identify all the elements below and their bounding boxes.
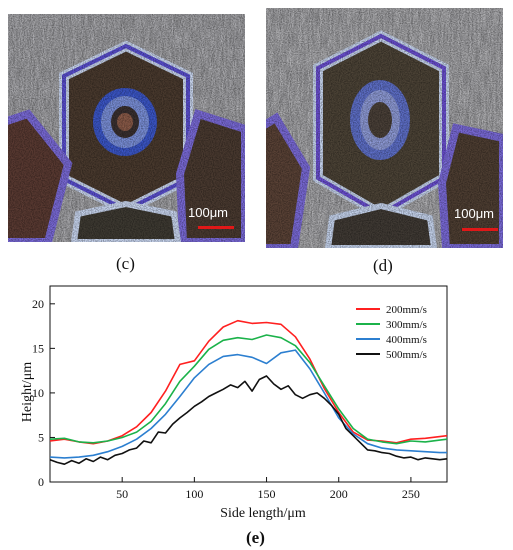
x-tick-label: 150 [258, 487, 276, 501]
y-tick-label: 10 [32, 386, 44, 400]
scale-bar-d [462, 228, 498, 231]
y-axis-label: Height/μm [20, 362, 35, 422]
x-axis-label: Side length/μm [220, 506, 306, 521]
series-line-200mms [49, 319, 448, 445]
chart-series [49, 319, 448, 465]
panel-label-d: (d) [373, 256, 393, 275]
legend-entry: 400mm/s [386, 334, 427, 346]
height-profile-chart: 50 100 150 200 250 0 5 10 15 20 200mm/s 300mm/s 400… [20, 285, 448, 521]
chart-axes: 50 100 150 200 250 0 5 10 15 20 [32, 285, 448, 501]
x-tick-label: 250 [402, 487, 420, 501]
scale-bar-c [198, 226, 234, 229]
chart-legend: 200mm/s 300mm/s 400mm/s 500mm/s [356, 304, 427, 361]
micrograph-d: 100μm [266, 8, 503, 248]
legend-entry: 300mm/s [386, 319, 427, 331]
y-tick-label: 5 [38, 430, 44, 444]
legend-entry: 200mm/s [386, 304, 427, 316]
x-tick-label: 50 [116, 487, 128, 501]
scale-bar-label-d: 100μm [454, 206, 494, 221]
panel-label-c: (c) [116, 254, 135, 273]
plot-frame [49, 285, 448, 483]
y-tick-label: 0 [38, 475, 44, 489]
x-tick-label: 200 [330, 487, 348, 501]
series-line-400mms [49, 349, 447, 459]
y-tick-label: 20 [32, 297, 44, 311]
x-tick-label: 100 [185, 487, 203, 501]
y-tick-label: 15 [32, 341, 44, 355]
scale-bar-label-c: 100μm [188, 205, 228, 220]
micrograph-c: 100μm [8, 14, 245, 242]
series-line-500mms [49, 375, 448, 465]
panel-label-e: (e) [246, 528, 265, 547]
series-line-300mms [49, 334, 448, 445]
legend-entry: 500mm/s [386, 349, 427, 361]
